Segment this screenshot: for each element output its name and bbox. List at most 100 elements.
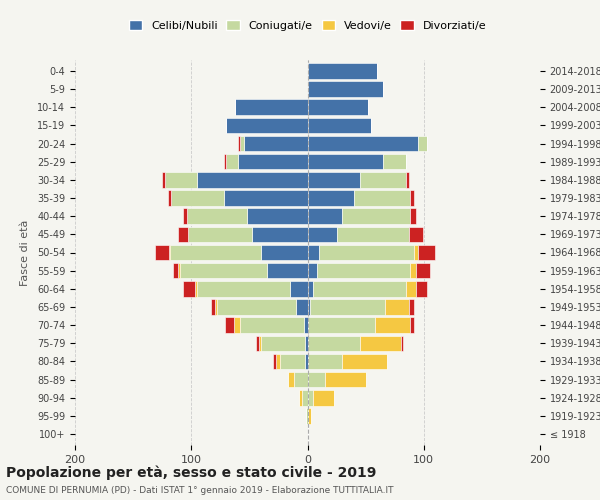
- Bar: [302, 390, 308, 406]
- Bar: [288, 372, 293, 388]
- Bar: [375, 318, 410, 333]
- Bar: [197, 172, 308, 188]
- Bar: [317, 263, 410, 278]
- Bar: [418, 245, 436, 260]
- Bar: [172, 190, 224, 206]
- Bar: [179, 263, 267, 278]
- Bar: [195, 281, 197, 296]
- Bar: [280, 354, 305, 369]
- Bar: [299, 390, 302, 406]
- Bar: [162, 172, 164, 188]
- Bar: [169, 245, 170, 260]
- Bar: [308, 100, 368, 115]
- Bar: [305, 354, 308, 369]
- Bar: [168, 190, 172, 206]
- Bar: [224, 154, 226, 170]
- Bar: [211, 300, 215, 314]
- Bar: [226, 154, 238, 170]
- Bar: [308, 226, 337, 242]
- Bar: [354, 190, 410, 206]
- Bar: [240, 318, 304, 333]
- Bar: [308, 245, 319, 260]
- Bar: [308, 408, 311, 424]
- Bar: [226, 118, 308, 133]
- Bar: [183, 281, 195, 296]
- Bar: [418, 136, 427, 152]
- Bar: [155, 245, 169, 260]
- Bar: [415, 245, 418, 260]
- Bar: [304, 318, 308, 333]
- Y-axis label: Fasce di età: Fasce di età: [20, 220, 30, 286]
- Bar: [343, 354, 386, 369]
- Bar: [337, 226, 409, 242]
- Bar: [410, 263, 416, 278]
- Bar: [183, 208, 187, 224]
- Bar: [308, 263, 317, 278]
- Bar: [308, 336, 360, 351]
- Bar: [240, 136, 244, 152]
- Bar: [308, 136, 418, 152]
- Text: Popolazione per età, sesso e stato civile - 2019: Popolazione per età, sesso e stato civil…: [6, 466, 376, 480]
- Bar: [308, 208, 343, 224]
- Bar: [267, 263, 308, 278]
- Bar: [401, 336, 403, 351]
- Bar: [296, 300, 308, 314]
- Bar: [360, 336, 401, 351]
- Bar: [308, 372, 325, 388]
- Bar: [410, 190, 415, 206]
- Bar: [360, 172, 406, 188]
- Bar: [187, 208, 247, 224]
- Bar: [308, 300, 310, 314]
- Bar: [308, 118, 371, 133]
- Bar: [319, 245, 415, 260]
- Bar: [410, 318, 415, 333]
- Bar: [197, 281, 290, 296]
- Bar: [247, 208, 308, 224]
- Bar: [308, 190, 354, 206]
- Bar: [244, 136, 308, 152]
- Bar: [416, 263, 430, 278]
- Bar: [308, 172, 360, 188]
- Bar: [416, 281, 427, 296]
- Bar: [173, 263, 178, 278]
- Bar: [308, 318, 375, 333]
- Bar: [409, 226, 422, 242]
- Bar: [290, 281, 308, 296]
- Bar: [261, 245, 308, 260]
- Bar: [293, 372, 308, 388]
- Bar: [259, 336, 261, 351]
- Bar: [217, 300, 296, 314]
- Bar: [313, 390, 334, 406]
- Bar: [238, 136, 240, 152]
- Bar: [276, 354, 280, 369]
- Bar: [307, 408, 308, 424]
- Bar: [305, 336, 308, 351]
- Bar: [235, 100, 308, 115]
- Bar: [272, 354, 276, 369]
- Bar: [178, 226, 188, 242]
- Bar: [252, 226, 308, 242]
- Bar: [410, 208, 416, 224]
- Bar: [308, 82, 383, 97]
- Bar: [406, 172, 409, 188]
- Bar: [225, 318, 234, 333]
- Bar: [261, 336, 305, 351]
- Bar: [256, 336, 259, 351]
- Text: COMUNE DI PERNUMIA (PD) - Dati ISTAT 1° gennaio 2019 - Elaborazione TUTTITALIA.I: COMUNE DI PERNUMIA (PD) - Dati ISTAT 1° …: [6, 486, 394, 495]
- Legend: Celibi/Nubili, Coniugati/e, Vedovi/e, Divorziati/e: Celibi/Nubili, Coniugati/e, Vedovi/e, Di…: [124, 16, 491, 35]
- Bar: [238, 154, 308, 170]
- Bar: [178, 263, 179, 278]
- Bar: [308, 63, 377, 78]
- Bar: [224, 190, 308, 206]
- Bar: [234, 318, 240, 333]
- Bar: [383, 154, 406, 170]
- Bar: [406, 281, 416, 296]
- Bar: [164, 172, 197, 188]
- Bar: [385, 300, 409, 314]
- Bar: [343, 208, 410, 224]
- Bar: [308, 281, 313, 296]
- Bar: [170, 245, 261, 260]
- Bar: [409, 300, 415, 314]
- Bar: [325, 372, 365, 388]
- Bar: [310, 300, 385, 314]
